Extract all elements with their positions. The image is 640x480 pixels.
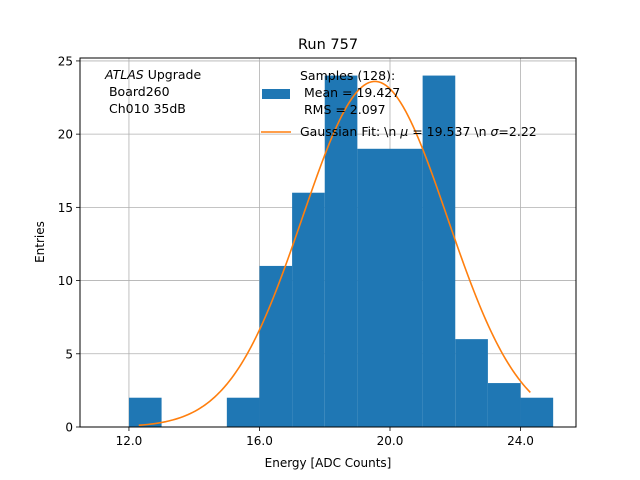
histogram-bar [128, 397, 162, 427]
y-axis-label: Entries [33, 221, 47, 263]
histogram-bar [324, 75, 358, 428]
legend-histogram-swatch [262, 89, 290, 99]
x-tick-label: 24.0 [507, 434, 534, 448]
y-axis-ticks: 0 5 10 15 20 25 [58, 54, 80, 435]
annotation-line-1: ATLAS Upgrade [104, 67, 201, 82]
histogram-bars [128, 75, 554, 428]
x-tick-label: 16.0 [246, 434, 273, 448]
histogram-bar [422, 75, 456, 428]
plot-frame [79, 57, 577, 428]
y-tick-label: 15 [58, 201, 73, 215]
legend-fit-sigma: σ [490, 124, 499, 139]
chart-title: Run 757 [298, 37, 358, 53]
legend-mean: Mean = 19.427 [300, 85, 400, 100]
legend-fit-part-1: Gaussian Fit: \n [300, 124, 400, 139]
y-tick-label: 20 [58, 128, 73, 142]
y-tick-label: 0 [65, 421, 73, 435]
x-tick-label: 20.0 [377, 434, 404, 448]
annotation-upgrade: Upgrade [144, 67, 202, 82]
histogram-bar [520, 397, 554, 427]
y-tick-label: 5 [65, 347, 73, 361]
histogram-bar [292, 192, 325, 427]
legend-samples: Samples (128): [300, 68, 395, 83]
legend-fit-part-2: = 19.537 \n [408, 124, 490, 139]
histogram-bar [226, 397, 260, 427]
histogram-bar [390, 148, 423, 428]
annotation-atlas: ATLAS [104, 67, 144, 82]
legend: Samples (128): Mean = 19.427 RMS = 2.097… [261, 68, 537, 139]
histogram-bar [455, 339, 488, 427]
x-tick-label: 12.0 [116, 434, 143, 448]
histogram-bar [487, 383, 521, 427]
x-axis-label: Energy [ADC Counts] [265, 456, 392, 470]
legend-fit-label: Gaussian Fit: \n μ = 19.537 \n σ=2.22 [300, 124, 537, 139]
legend-rms: RMS = 2.097 [300, 102, 386, 117]
histogram-bar [357, 148, 390, 428]
gaussian-fit [138, 80, 531, 427]
annotation-line-3: Ch010 35dB [105, 101, 186, 116]
legend-fit-part-3: =2.22 [498, 124, 536, 139]
legend-fit-mu: μ [399, 124, 408, 139]
x-axis-ticks: 12.0 16.0 20.0 24.0 [116, 427, 534, 448]
atlas-annotation: ATLAS Upgrade Board260 Ch010 35dB [104, 67, 201, 116]
annotation-line-2: Board260 [105, 84, 170, 99]
y-tick-label: 25 [58, 54, 73, 68]
fit-curve [138, 80, 531, 427]
y-tick-label: 10 [58, 274, 73, 288]
